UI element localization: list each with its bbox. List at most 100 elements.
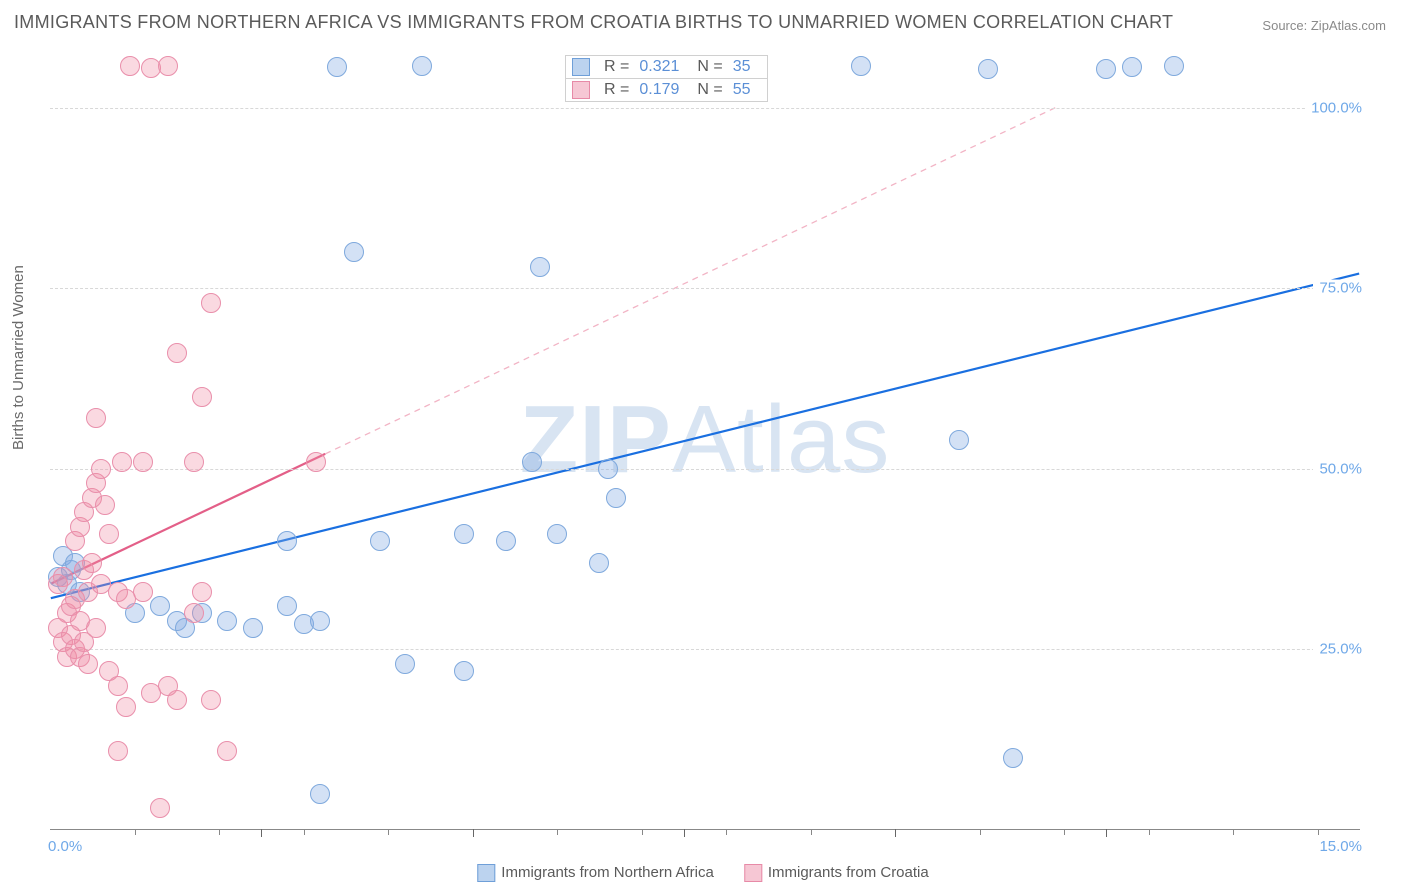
y-axis-label: Births to Unmarried Women: [10, 265, 27, 450]
x-tick-minor: [811, 829, 812, 835]
data-point: [395, 654, 415, 674]
data-point: [1096, 59, 1116, 79]
data-point: [150, 596, 170, 616]
y-tick-label: 100.0%: [1305, 99, 1362, 116]
data-point: [454, 661, 474, 681]
scatter-plot: ZIPAtlas 0.0% 15.0% 25.0%50.0%75.0%100.0…: [50, 50, 1360, 830]
data-point: [277, 531, 297, 551]
trend-line: [325, 108, 1055, 454]
data-point: [133, 582, 153, 602]
y-tick-label: 75.0%: [1313, 280, 1362, 297]
data-point: [116, 697, 136, 717]
y-tick-label: 50.0%: [1313, 460, 1362, 477]
data-point: [243, 618, 263, 638]
data-point: [217, 611, 237, 631]
data-point: [1003, 748, 1023, 768]
data-point: [949, 430, 969, 450]
data-point: [95, 495, 115, 515]
x-tick-minor: [219, 829, 220, 835]
x-tick-minor: [1233, 829, 1234, 835]
data-point: [184, 452, 204, 472]
x-tick-minor: [557, 829, 558, 835]
data-point: [192, 582, 212, 602]
data-point: [201, 293, 221, 313]
data-point: [327, 57, 347, 77]
data-point: [306, 452, 326, 472]
x-tick-major: [1106, 829, 1107, 837]
data-point: [310, 611, 330, 631]
data-point: [496, 531, 516, 551]
x-tick-minor: [980, 829, 981, 835]
data-point: [108, 676, 128, 696]
r-label: R =: [604, 58, 629, 76]
x-tick-minor: [726, 829, 727, 835]
x-tick-major: [261, 829, 262, 837]
gridline: [50, 649, 1360, 650]
data-point: [277, 596, 297, 616]
data-point: [530, 257, 550, 277]
x-tick-minor: [1318, 829, 1319, 835]
source-value: ZipAtlas.com: [1311, 18, 1386, 33]
data-point: [522, 452, 542, 472]
x-tick-minor: [1149, 829, 1150, 835]
series-legend: Immigrants from Northern Africa Immigrant…: [477, 864, 928, 882]
legend-swatch: [572, 58, 590, 76]
n-value: 35: [733, 58, 751, 76]
data-point: [217, 741, 237, 761]
legend-label: Immigrants from Northern Africa: [501, 864, 714, 881]
data-point: [158, 56, 178, 76]
data-point: [598, 459, 618, 479]
x-tick-major: [473, 829, 474, 837]
data-point: [547, 524, 567, 544]
n-label: N =: [697, 58, 722, 76]
x-tick-minor: [388, 829, 389, 835]
trend-line: [51, 274, 1359, 599]
n-value: 55: [733, 81, 751, 99]
x-tick-major: [684, 829, 685, 837]
x-tick-minor: [642, 829, 643, 835]
data-point: [108, 741, 128, 761]
data-point: [78, 654, 98, 674]
legend-swatch: [572, 81, 590, 99]
data-point: [192, 387, 212, 407]
data-point: [167, 690, 187, 710]
data-point: [344, 242, 364, 262]
chart-title: IMMIGRANTS FROM NORTHERN AFRICA VS IMMIG…: [14, 12, 1173, 33]
x-tick-minor: [1064, 829, 1065, 835]
r-value: 0.179: [639, 81, 679, 99]
n-label: N =: [697, 81, 722, 99]
legend-swatch: [744, 864, 762, 882]
legend-item: Immigrants from Croatia: [744, 864, 929, 882]
data-point: [91, 459, 111, 479]
gridline: [50, 469, 1360, 470]
correlation-row: R = 0.179 N = 55: [565, 79, 768, 102]
data-point: [184, 603, 204, 623]
data-point: [412, 56, 432, 76]
trend-lines: [50, 50, 1360, 829]
legend-item: Immigrants from Northern Africa: [477, 864, 714, 882]
data-point: [120, 56, 140, 76]
data-point: [851, 56, 871, 76]
correlation-row: R = 0.321 N = 35: [565, 55, 768, 79]
data-point: [370, 531, 390, 551]
data-point: [606, 488, 626, 508]
legend-swatch: [477, 864, 495, 882]
x-tick-minor: [135, 829, 136, 835]
data-point: [112, 452, 132, 472]
y-tick-label: 25.0%: [1313, 641, 1362, 658]
data-point: [589, 553, 609, 573]
gridline: [50, 108, 1360, 109]
data-point: [310, 784, 330, 804]
data-point: [1164, 56, 1184, 76]
data-point: [201, 690, 221, 710]
data-point: [53, 567, 73, 587]
data-point: [454, 524, 474, 544]
data-point: [150, 798, 170, 818]
source-credit: Source: ZipAtlas.com: [1262, 18, 1386, 33]
x-tick-minor: [304, 829, 305, 835]
data-point: [82, 553, 102, 573]
r-label: R =: [604, 81, 629, 99]
data-point: [74, 632, 94, 652]
source-label: Source:: [1262, 18, 1307, 33]
data-point: [99, 524, 119, 544]
